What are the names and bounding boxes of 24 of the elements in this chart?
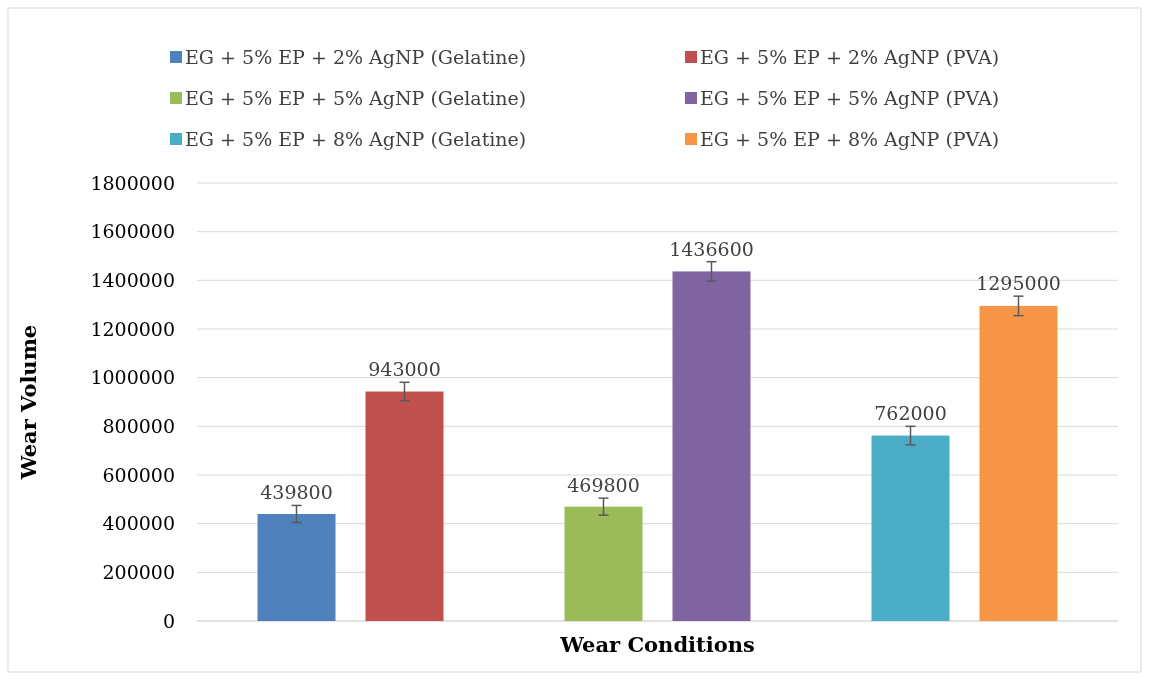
y-tick-label: 1600000 <box>90 220 175 243</box>
y-axis-title: Wear Volume <box>16 324 41 481</box>
data-label: 1436600 <box>669 237 754 260</box>
data-label: 469800 <box>567 474 640 497</box>
y-tick-label: 400000 <box>102 512 175 535</box>
y-tick-label: 1400000 <box>90 268 175 291</box>
legend-label: EG + 5% EP + 2% AgNP (PVA) <box>700 45 1000 68</box>
y-tick-label: 800000 <box>102 414 175 437</box>
data-label: 762000 <box>874 402 947 425</box>
legend-label: EG + 5% EP + 5% AgNP (Gelatine) <box>185 86 527 109</box>
x-axis-title: Wear Conditions <box>559 632 755 657</box>
y-tick-label: 600000 <box>102 463 175 486</box>
y-tick-label: 1800000 <box>90 171 175 194</box>
data-label: 1295000 <box>976 272 1061 295</box>
legend-label: EG + 5% EP + 2% AgNP (Gelatine) <box>185 45 527 68</box>
data-label: 943000 <box>368 358 441 381</box>
legend-label: EG + 5% EP + 8% AgNP (PVA) <box>700 127 1000 150</box>
y-tick-label: 1200000 <box>90 317 175 340</box>
legend-label: EG + 5% EP + 5% AgNP (PVA) <box>700 86 1000 109</box>
data-label: 439800 <box>260 481 333 504</box>
y-tick-label: 0 <box>162 609 175 632</box>
y-tick-label: 1000000 <box>90 366 175 389</box>
legend-label: EG + 5% EP + 8% AgNP (Gelatine) <box>185 127 527 150</box>
y-tick-label: 200000 <box>102 560 175 583</box>
